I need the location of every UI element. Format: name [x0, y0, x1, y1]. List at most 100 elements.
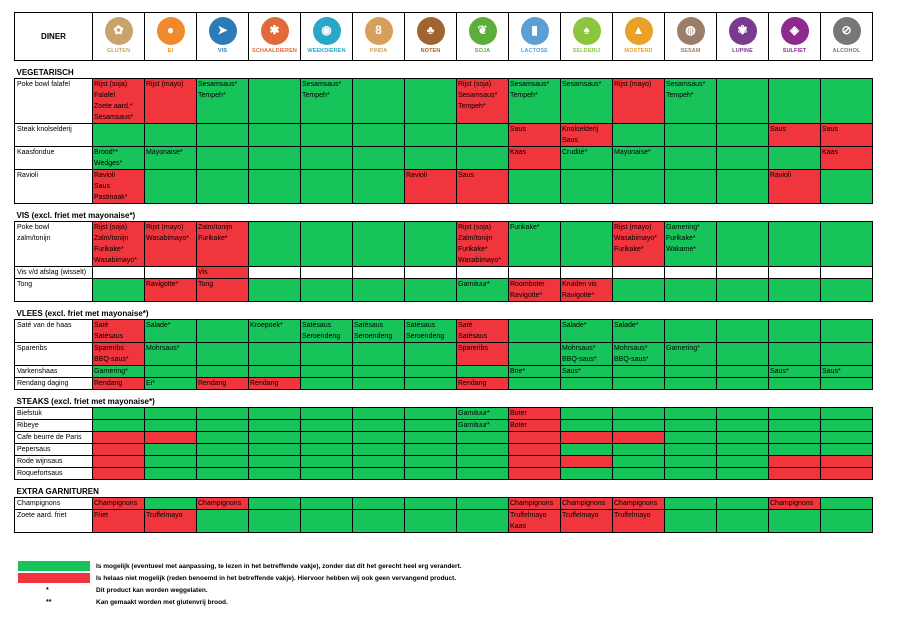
- allergen-cell: [196, 123, 249, 147]
- peanut-icon: 8: [364, 16, 393, 45]
- allergen-cell: [716, 123, 769, 147]
- allergen-cell: Garnituur*: [456, 419, 509, 432]
- allergen-cell: [664, 123, 717, 147]
- section-title: EXTRA GARNITUREN: [14, 484, 873, 498]
- allergen-cell: [768, 78, 821, 124]
- allergen-cell: Champignons: [612, 497, 665, 510]
- allergen-cell: [768, 467, 821, 480]
- allergen-cell: [820, 407, 873, 420]
- allergen-cell: [352, 342, 405, 366]
- dish-name: Steak knolselderij: [14, 123, 93, 147]
- allergen-cell: [820, 509, 873, 533]
- allergen-cell: [456, 431, 509, 444]
- allergen-cell: [404, 266, 457, 279]
- allergen-cell: [768, 455, 821, 468]
- allergen-cell: [560, 377, 613, 390]
- allergen-cell: [196, 342, 249, 366]
- allergen-cell: [664, 467, 717, 480]
- allergen-cell: [612, 455, 665, 468]
- allergen-name: LUPINE: [732, 47, 753, 54]
- allergen-cell: Mayonaise*: [144, 146, 197, 170]
- allergen-cell: [352, 221, 405, 267]
- allergen-cell: [612, 266, 665, 279]
- allergen-cell: [716, 266, 769, 279]
- allergen-cell: [144, 365, 197, 378]
- allergen-cell: [92, 266, 145, 279]
- allergen-cell: [560, 431, 613, 444]
- allergen-header-alcohol: ⊘ ALCOHOL: [820, 12, 873, 61]
- dish-name: Rode wijnsaus: [14, 455, 93, 468]
- allergen-cell: [716, 431, 769, 444]
- allergen-cell: [664, 365, 717, 378]
- sulfite-icon: ◈: [780, 16, 809, 45]
- table-row: Biefstuk Garnituur* Boter: [14, 407, 873, 420]
- allergen-cell: [300, 169, 353, 204]
- allergen-cell: [768, 407, 821, 420]
- allergen-cell: [768, 278, 821, 302]
- allergen-cell: Saus*: [560, 365, 613, 378]
- allergen-cell: [716, 365, 769, 378]
- allergen-cell: [196, 365, 249, 378]
- allergen-cell: [248, 497, 301, 510]
- allergen-cell: [560, 221, 613, 267]
- allergen-cell: [248, 455, 301, 468]
- table-row: Vis v/d afslag (wisselt) Vis: [14, 266, 873, 279]
- allergen-cell: [716, 377, 769, 390]
- allergen-cell: [196, 467, 249, 480]
- allergen-cell: [352, 266, 405, 279]
- allergen-cell: [196, 443, 249, 456]
- allergen-cell: [300, 365, 353, 378]
- allergen-cell: [612, 169, 665, 204]
- allergen-cell: [716, 169, 769, 204]
- dish-name: Poke bowl zalm/tonijn: [14, 221, 93, 267]
- allergen-cell: [248, 407, 301, 420]
- allergen-cell: [92, 467, 145, 480]
- allergen-cell: [716, 278, 769, 302]
- allergen-cell: [560, 407, 613, 420]
- allergen-cell: Garnering*: [664, 342, 717, 366]
- allergen-cell: [716, 221, 769, 267]
- allergen-header-sesam: ◍ SESAM: [664, 12, 717, 61]
- allergen-cell: [456, 509, 509, 533]
- allergen-name: WEEKDIEREN: [307, 47, 346, 54]
- allergen-cell: [248, 266, 301, 279]
- legend-star-text: Dit product kan worden weggelaten.: [96, 587, 208, 594]
- allergen-cell: [404, 467, 457, 480]
- allergen-cell: [248, 221, 301, 267]
- soy-icon: ❦: [468, 16, 497, 45]
- allergen-cell: [352, 78, 405, 124]
- allergen-cell: Kaas: [508, 146, 561, 170]
- allergen-cell: Saus*: [820, 365, 873, 378]
- table-row: Poke bowl falafel Rijst (soja) Falafel Zoet…: [14, 78, 873, 124]
- allergen-cell: [352, 455, 405, 468]
- allergen-cell: [456, 365, 509, 378]
- allergen-cell: [404, 497, 457, 510]
- allergen-cell: Knolselderij Saus: [560, 123, 613, 147]
- allergen-name: LACTOSE: [521, 47, 548, 54]
- allergen-cell: [612, 407, 665, 420]
- allergen-cell: [196, 455, 249, 468]
- milk-icon: ▮: [520, 16, 549, 45]
- allergen-cell: Sesamsaus*: [560, 78, 613, 124]
- allergen-cell: [456, 123, 509, 147]
- allergen-cell: [92, 278, 145, 302]
- allergen-cell: [92, 419, 145, 432]
- allergen-name: SELDERIJ: [572, 47, 601, 54]
- allergen-cell: [92, 443, 145, 456]
- allergen-cell: Mohrsaus*: [144, 342, 197, 366]
- allergen-cell: [404, 342, 457, 366]
- dish-name: Ribeye: [14, 419, 93, 432]
- table-row: Saté van de haas Saté Satésaus Salade* Kroep…: [14, 319, 873, 343]
- allergen-cell: [248, 146, 301, 170]
- allergen-cell: Salade*: [560, 319, 613, 343]
- allergen-cell: [508, 455, 561, 468]
- allergen-cell: [404, 419, 457, 432]
- allergen-cell: [248, 509, 301, 533]
- allergen-cell: [560, 169, 613, 204]
- allergen-cell: Ei*: [144, 377, 197, 390]
- allergen-cell: Zalm/tonijn Furikake*: [196, 221, 249, 267]
- no-alcohol-icon: ⊘: [832, 16, 861, 45]
- allergen-name: SULFIET: [782, 47, 807, 54]
- allergen-cell: Ravioli Saus Pastinaak*: [92, 169, 145, 204]
- allergen-cell: Spareribs: [456, 342, 509, 366]
